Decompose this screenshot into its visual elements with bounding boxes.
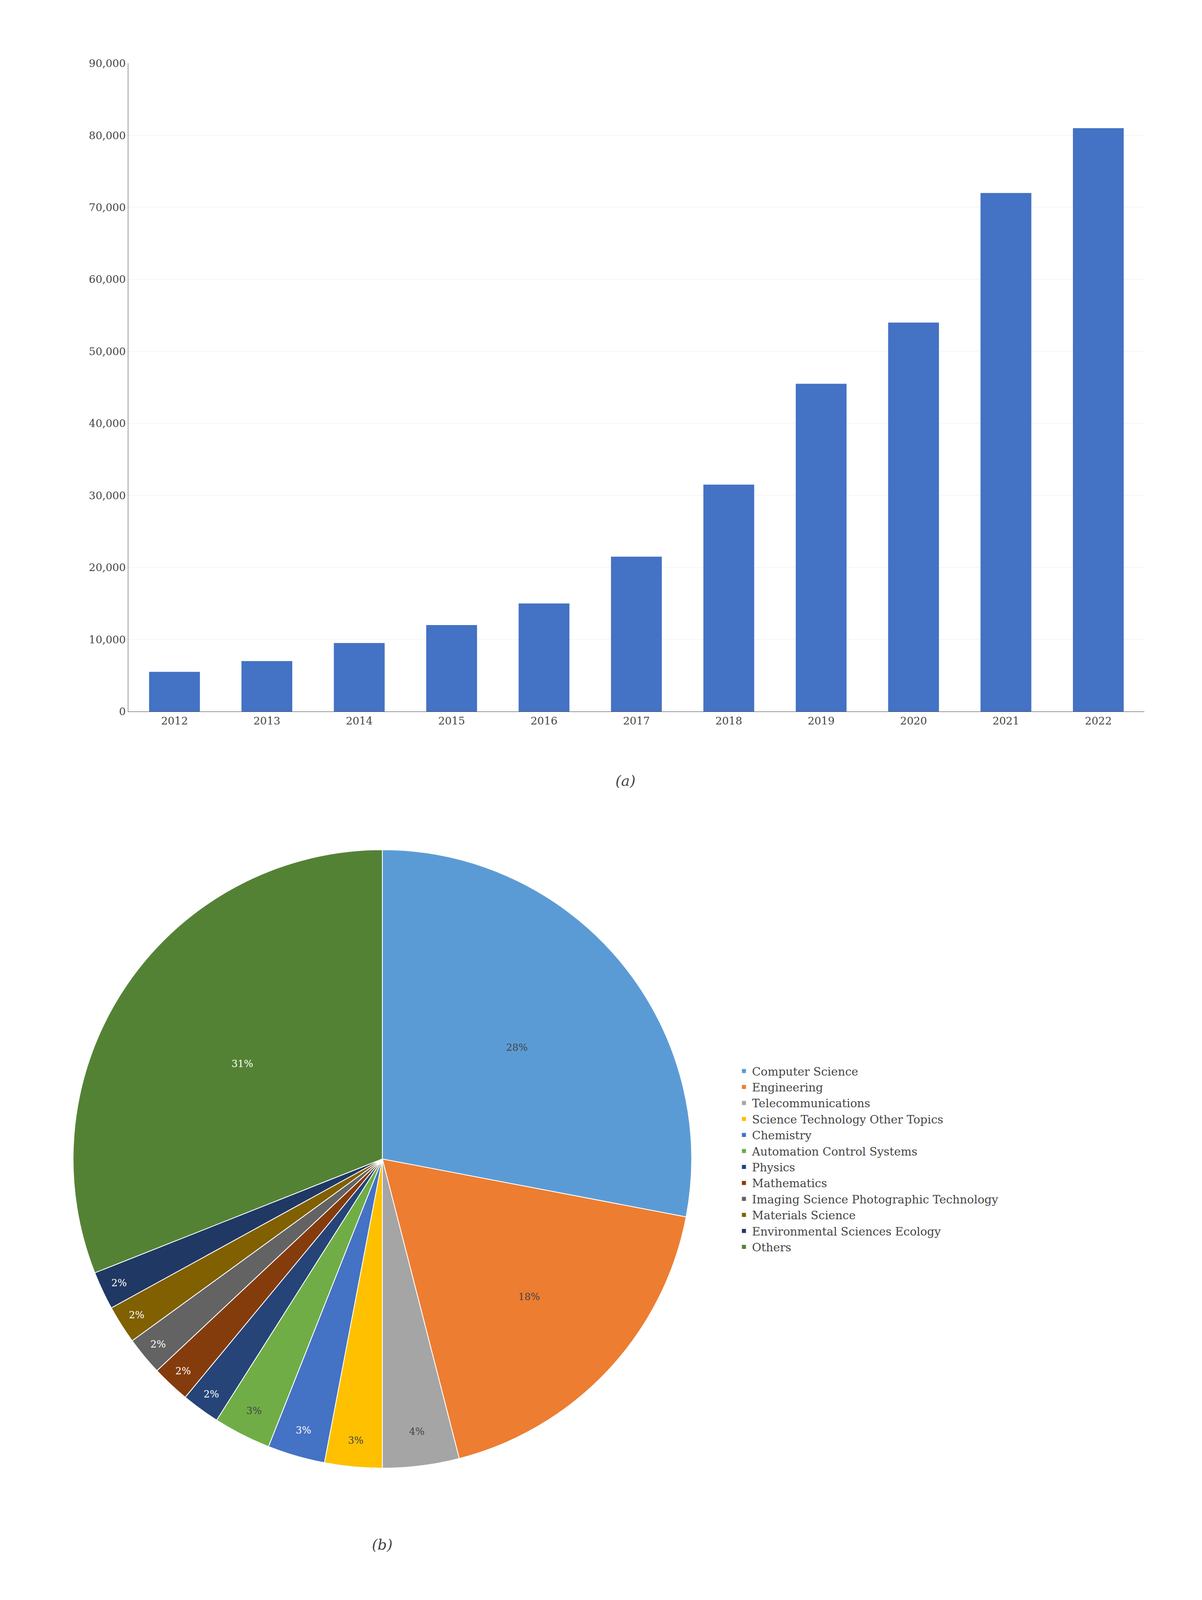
svg-text:4%: 4% [409,1426,425,1438]
svg-text:60,000: 60,000 [88,273,126,286]
svg-text:2012: 2012 [161,714,188,728]
svg-text:Chemistry: Chemistry [752,1128,812,1143]
svg-text:28%: 28% [506,1042,528,1054]
svg-text:Environmental Sciences Ecology: Environmental Sciences Ecology [752,1225,941,1239]
svg-text:Imaging Science Photographic T: Imaging Science Photographic Technology [752,1193,999,1207]
svg-text:2022: 2022 [1084,714,1112,728]
svg-text:30,000: 30,000 [88,489,126,502]
svg-text:2018: 2018 [715,714,743,728]
svg-text:10,000: 10,000 [88,633,126,646]
svg-text:2014: 2014 [345,714,373,728]
svg-text:2016: 2016 [530,714,558,728]
svg-text:Mathematics: Mathematics [752,1176,828,1191]
svg-text:Physics: Physics [752,1160,796,1175]
svg-text:0: 0 [118,705,126,718]
svg-text:80,000: 80,000 [88,129,126,142]
svg-text:2019: 2019 [807,714,835,728]
svg-text:2%: 2% [150,1338,166,1351]
svg-text:2021: 2021 [992,714,1020,728]
svg-text:Materials Science: Materials Science [752,1208,856,1223]
svg-text:2%: 2% [175,1365,191,1377]
svg-text:Telecommunications: Telecommunications [752,1096,871,1111]
svg-text:2%: 2% [129,1309,145,1321]
svg-text:90,000: 90,000 [88,57,126,70]
svg-text:Others: Others [752,1240,792,1255]
svg-text:31%: 31% [231,1058,253,1070]
svg-text:(b): (b) [371,1536,393,1554]
svg-text:70,000: 70,000 [88,201,126,214]
svg-text:2015: 2015 [438,714,465,728]
svg-text:2%: 2% [203,1388,219,1401]
svg-text:20,000: 20,000 [88,561,126,574]
svg-text:(a): (a) [615,772,636,790]
svg-text:40,000: 40,000 [88,417,126,430]
svg-text:2017: 2017 [623,714,650,728]
svg-text:18%: 18% [518,1291,540,1303]
svg-text:50,000: 50,000 [88,345,126,358]
svg-text:3%: 3% [246,1405,262,1417]
svg-text:Science Technology Other Topic: Science Technology Other Topics [752,1113,944,1127]
svg-text:3%: 3% [347,1435,364,1447]
svg-text:Engineering: Engineering [752,1081,824,1095]
svg-text:2013: 2013 [253,714,281,728]
svg-text:Automation Control Systems: Automation Control Systems [751,1145,918,1159]
svg-text:Computer Science: Computer Science [752,1065,859,1079]
svg-text:2%: 2% [111,1277,127,1289]
svg-text:3%: 3% [295,1424,312,1437]
svg-text:2020: 2020 [899,714,927,728]
